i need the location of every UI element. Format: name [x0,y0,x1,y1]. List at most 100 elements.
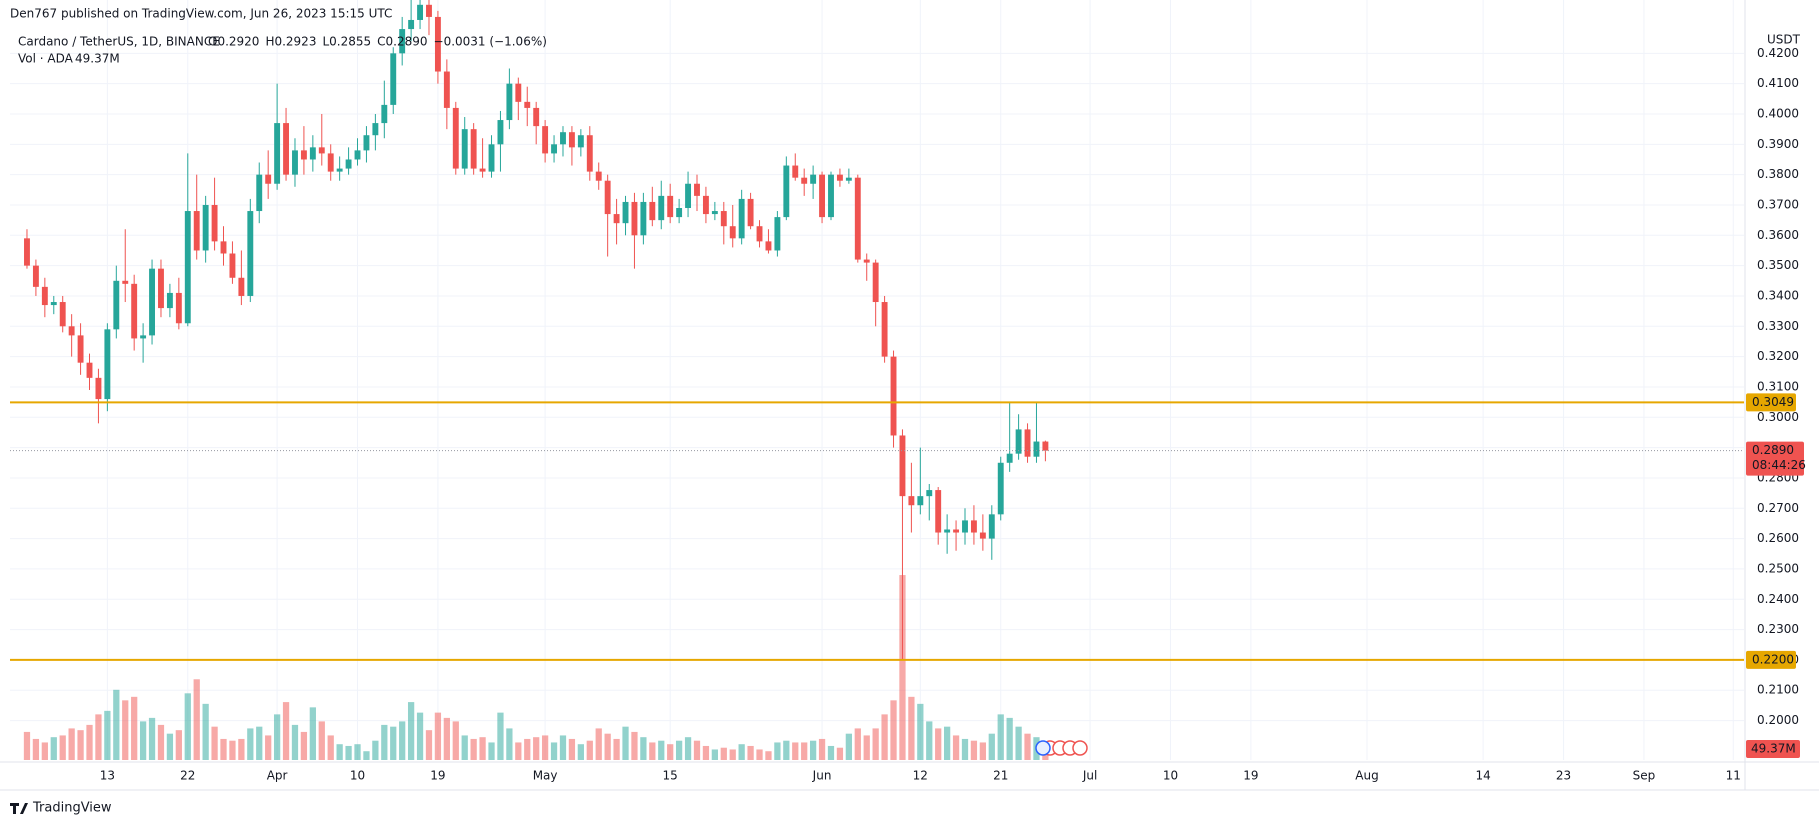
y-tick-label: 0.4100 [1757,76,1799,90]
publisher: Den767 published on TradingView.com, Jun… [10,7,392,21]
x-tick-label: 19 [430,769,445,783]
candle-body [819,174,826,218]
level-label: 0.2200 [1752,652,1794,666]
volume-bar [416,712,424,760]
candle-body [953,529,960,533]
ohlc-value: L0.2855 [322,35,371,49]
volume-bar [148,717,156,760]
y-tick-label: 0.3200 [1757,349,1799,363]
candle-body [720,211,727,227]
volume-bar [345,745,352,760]
candle-body [166,292,173,309]
volume-bar [899,575,906,760]
volume-bar [220,738,227,760]
last-price-label: 0.2890 [1752,443,1794,457]
y-tick-label: 0.4200 [1757,46,1799,60]
volume-bar [595,728,602,760]
candle-body [631,201,638,236]
x-tick-label: 10 [1163,769,1178,783]
candle-body [577,135,584,148]
candle-body [792,165,799,178]
volume-bar [935,728,942,760]
volume-bar [693,740,701,760]
volume-bar [291,724,299,760]
volume-bar [443,717,450,760]
x-tick-label: 14 [1476,769,1491,783]
y-tick-label: 0.4000 [1757,106,1799,120]
candle-body [327,153,334,172]
volume-bar [738,744,745,760]
candle-body [86,362,93,378]
volume-bar [407,702,415,760]
volume-bar [533,737,540,760]
volume-bar [506,728,513,760]
x-tick-label: May [533,769,558,783]
volume-bar [131,696,138,760]
candle-body [443,71,450,108]
volume-bar [470,738,477,760]
x-tick-label: 10 [350,769,365,783]
candle-body [774,217,781,251]
volume-bar [59,735,66,760]
candle-body [309,147,316,160]
candle-body [184,211,191,324]
x-tick-label: 11 [1726,769,1741,783]
volume-bar [818,738,826,760]
candle-body [131,283,138,339]
volume-bar [622,726,629,760]
candle-body [595,171,602,181]
candle-body [694,183,700,196]
candle-body [979,532,986,539]
volume-bar [550,742,558,760]
candle-body [702,195,709,215]
volume-bar [908,696,915,760]
candle-body [783,165,790,218]
volume-bar [711,749,718,760]
volume-bar [765,751,772,760]
candle-body [863,259,870,263]
candle-body [363,135,370,151]
volume-bar [979,742,986,760]
candle-body [390,53,397,105]
volume-bar [970,740,978,760]
y-tick-label: 0.3000 [1757,410,1799,424]
candle-body [667,195,674,218]
volume-bar [193,679,200,760]
candle-body [354,150,361,160]
candle-body [68,326,75,336]
candle-body [604,180,611,215]
volume-bar [774,742,781,760]
volume-bar [729,749,736,760]
volume-bar [836,747,844,760]
y-tick-label: 0.3300 [1757,319,1799,333]
candle-body [175,292,182,324]
level-label: 0.3049 [1752,395,1794,409]
footer-brand: TradingView [32,801,112,816]
volume-bar [613,738,620,760]
volume-bar [631,731,638,760]
volume-bar [497,712,504,760]
candle-body [479,168,486,172]
volume-bar [139,721,147,760]
candle-body [50,302,57,306]
ohlc-value: C0.2890 [377,35,427,49]
volume-bar [68,728,75,760]
candle-body [452,107,459,169]
candle-body [104,329,111,400]
volume-bar [747,745,754,760]
candle-body [122,280,129,284]
candle-body [515,83,522,102]
y-tick-label: 0.2400 [1757,592,1799,606]
candle-body [497,120,504,145]
event-icons [1035,740,1088,756]
y-tick-label: 0.2500 [1757,561,1799,575]
volume-bar [640,737,647,760]
candle-body [872,262,879,303]
volume-bar [604,733,611,760]
candle-body [640,201,647,236]
x-tick-label: 19 [1243,769,1258,783]
y-tick-label: 0.3900 [1757,137,1799,151]
candle-body [649,201,656,221]
volume-bar [872,728,879,760]
candle-body [962,520,968,533]
